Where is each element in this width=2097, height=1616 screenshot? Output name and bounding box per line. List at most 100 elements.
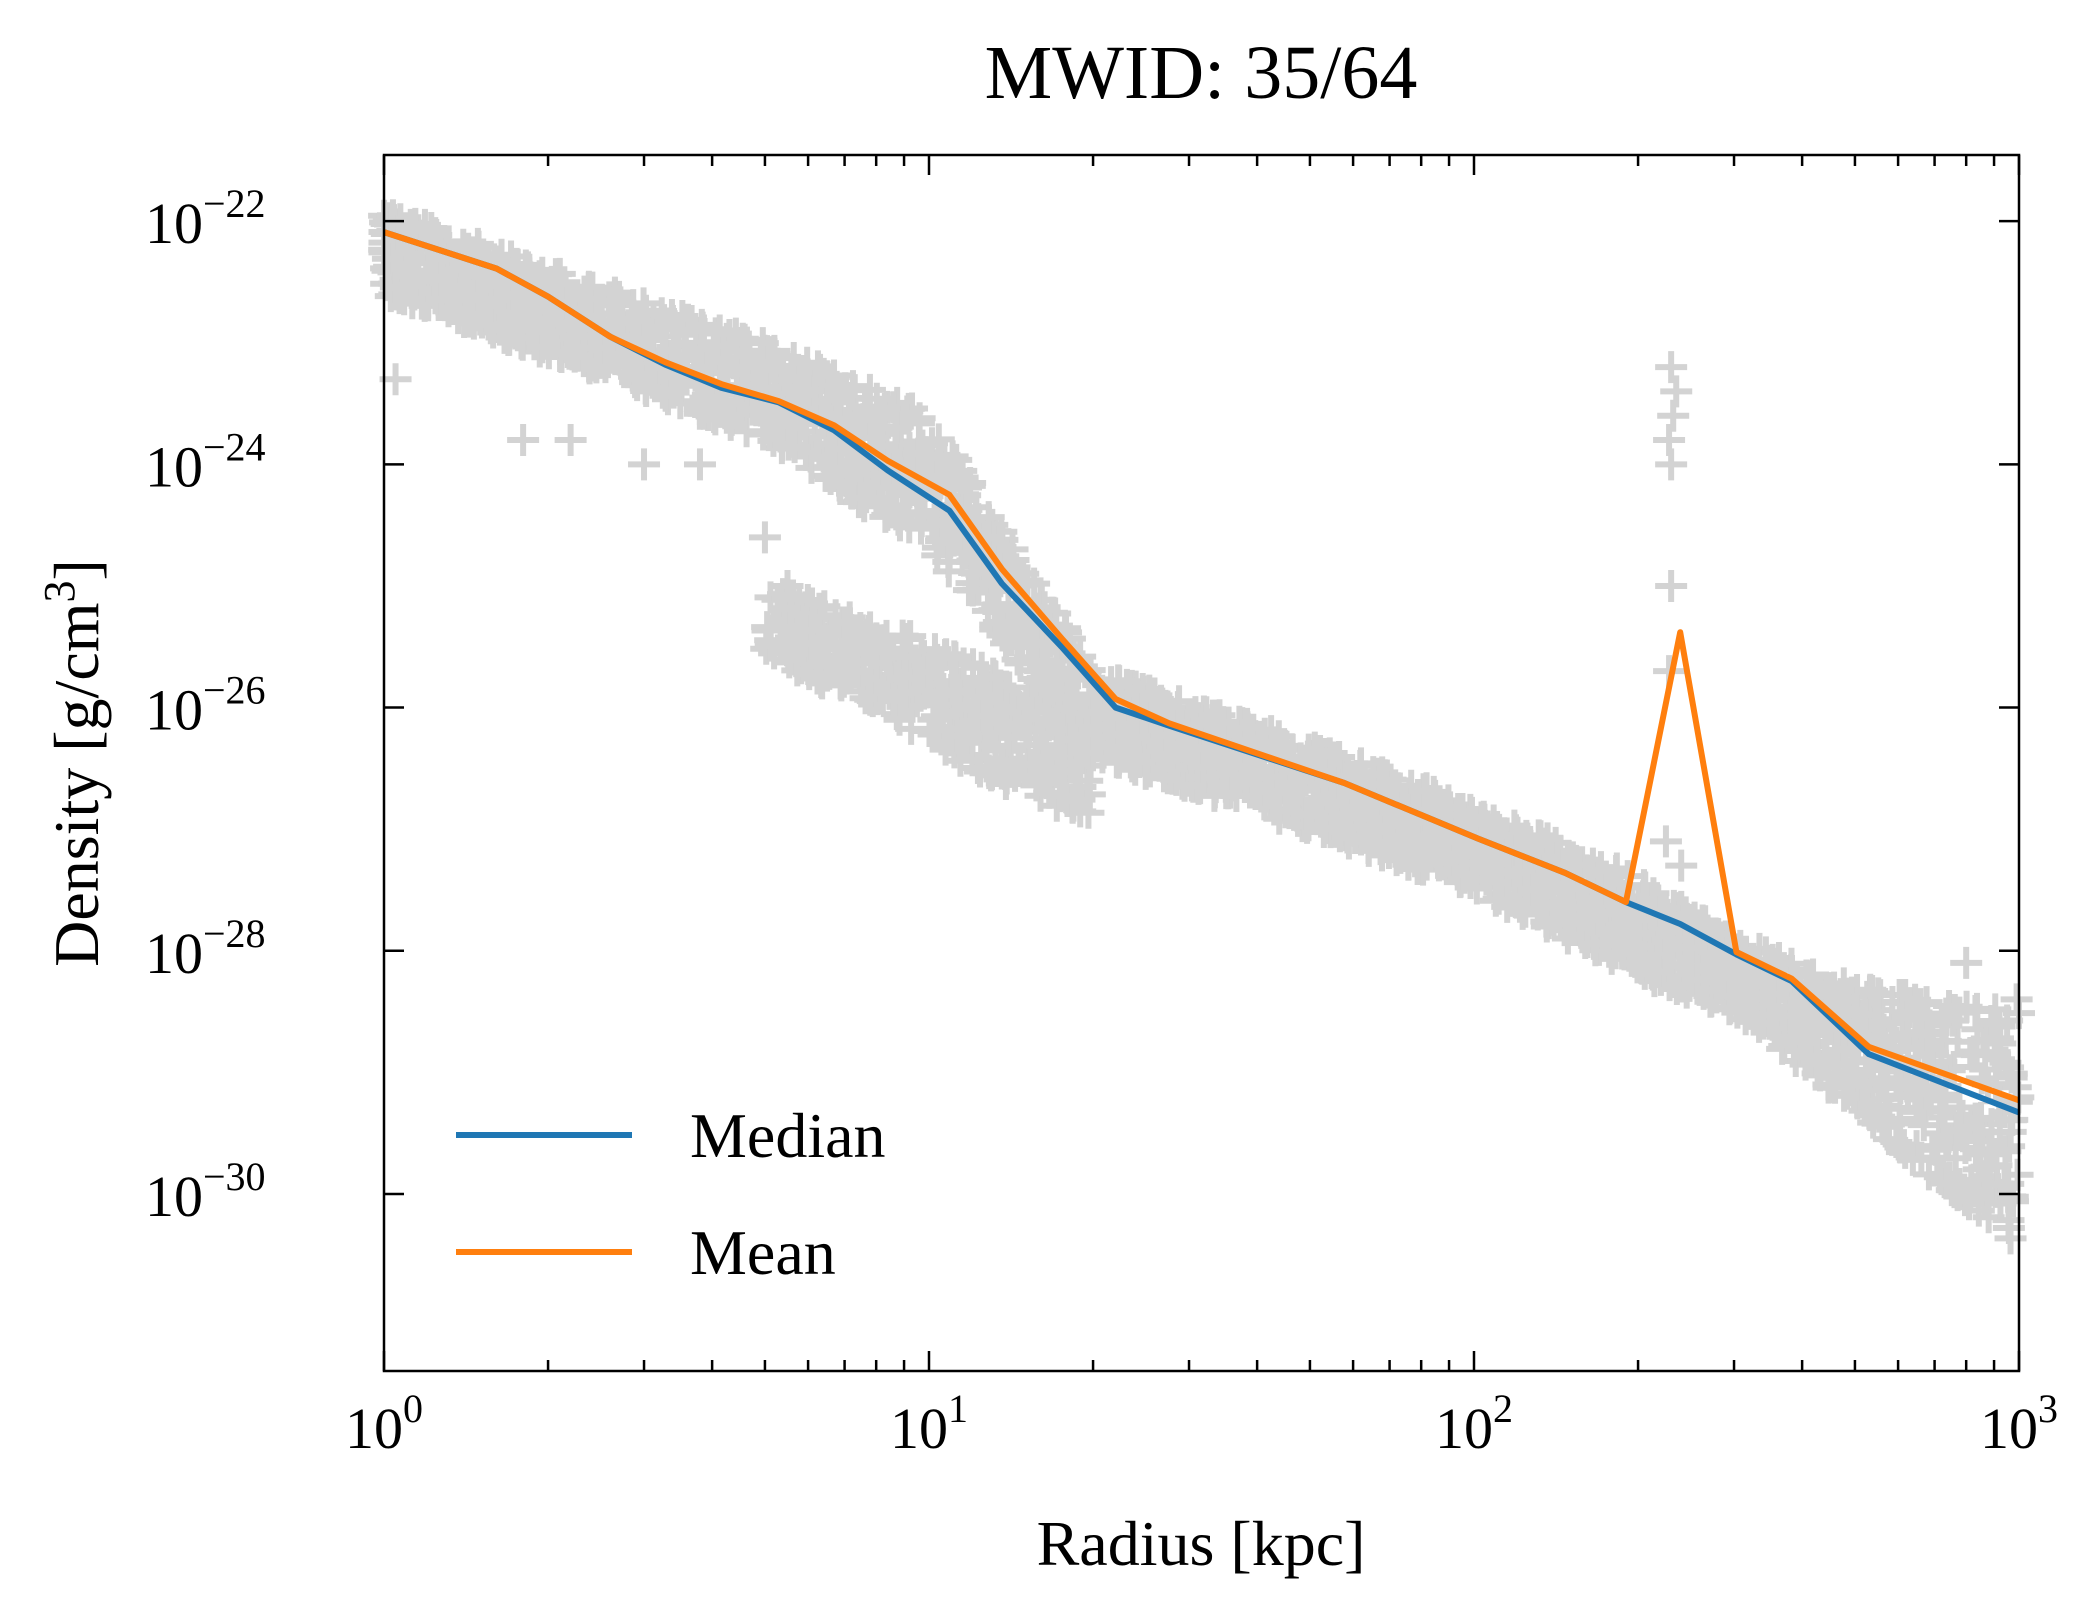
scatter-point [1344, 749, 1377, 782]
scatter-point [932, 545, 965, 578]
scatter-point [791, 346, 824, 379]
x-tick-label-base: 10 [890, 1396, 948, 1461]
scatter-point [502, 309, 535, 342]
scatter-point [1896, 1143, 1929, 1176]
scatter-point [948, 726, 981, 759]
scatter-point [1331, 821, 1364, 854]
scatter-point [694, 385, 727, 418]
scatter-point [790, 610, 823, 643]
scatter-point [689, 381, 722, 414]
scatter-point [1138, 677, 1171, 710]
scatter-point [967, 699, 1000, 732]
scatter-point [838, 647, 871, 680]
scatter-point [1355, 810, 1388, 843]
scatter-point [989, 706, 1022, 739]
scatter-point [1774, 999, 1807, 1032]
scatter-point [1383, 805, 1416, 838]
scatter-point [999, 759, 1032, 792]
scatter-point [733, 335, 766, 368]
scatter-point [813, 657, 846, 690]
scatter-point [1021, 763, 1054, 796]
scatter-point [1655, 569, 1688, 602]
scatter-point [919, 689, 952, 722]
scatter-point [1219, 750, 1252, 783]
scatter-point [1060, 681, 1093, 714]
scatter-point [687, 314, 720, 347]
scatter-point [810, 633, 843, 666]
scatter-points [368, 199, 2035, 1255]
scatter-point [880, 411, 913, 444]
scatter-point [1930, 1167, 1963, 1200]
scatter-point [421, 260, 454, 293]
y-tick-label-base: 10 [145, 921, 203, 986]
scatter-point [1657, 399, 1690, 432]
scatter-point [1327, 801, 1360, 834]
scatter-point [1862, 977, 1895, 1010]
scatter-point [683, 448, 716, 481]
scatter-point [892, 496, 925, 529]
scatter-point [1907, 1109, 1940, 1142]
scatter-point [1793, 1040, 1826, 1073]
y-tick-label-exponent: −28 [203, 911, 266, 956]
scatter-point [1665, 849, 1698, 882]
scatter-point [1739, 999, 1772, 1032]
scatter-point [1517, 873, 1550, 906]
legend-mean-label: Mean [690, 1217, 836, 1288]
scatter-point [602, 285, 635, 318]
scatter-point [1872, 1108, 1905, 1141]
scatter-point [1531, 822, 1564, 855]
scatter-point [669, 339, 702, 372]
scatter-point [553, 337, 586, 370]
legend-median-label: Median [690, 1100, 886, 1171]
scatter-point [756, 400, 789, 433]
scatter-point [866, 485, 899, 518]
scatter-point [1655, 351, 1688, 384]
scatter-point [1618, 903, 1651, 936]
scatter-point [1940, 1114, 1973, 1147]
x-tick-label: 102 [1435, 1386, 1513, 1461]
x-tick-label: 100 [345, 1386, 423, 1461]
x-tick-label-exponent: 1 [948, 1386, 968, 1431]
x-tick-label-exponent: 2 [1493, 1386, 1513, 1431]
scatter-point [1011, 564, 1044, 597]
scatter-point [507, 424, 540, 457]
scatter-point [1258, 726, 1291, 759]
y-axis-label-close: ] [41, 559, 112, 580]
scatter-point [719, 317, 752, 350]
scatter-point [792, 374, 825, 407]
scatter-point [1205, 745, 1238, 778]
scatter-point [453, 305, 486, 338]
series-lines [383, 229, 2021, 1116]
scatter-point [922, 423, 955, 456]
scatter-point [807, 440, 840, 473]
scatter-point [778, 627, 811, 660]
scatter-point [786, 379, 819, 412]
scatter-point [1470, 863, 1503, 896]
scatter-point [872, 490, 905, 523]
scatter-point [474, 290, 507, 323]
scatter-point [1627, 940, 1660, 973]
scatter-point [1071, 736, 1104, 769]
scatter-point [1255, 761, 1288, 794]
scatter-point [870, 636, 903, 669]
y-axis-label: Density [g/cm3] [35, 559, 112, 967]
x-tick-labels: 100 101 102 103 [345, 1386, 2058, 1461]
scatter-point [1912, 1158, 1945, 1191]
axis-ticks [382, 155, 2021, 1371]
scatter-point [828, 606, 861, 639]
scatter-point [1207, 706, 1240, 739]
scatter-point [513, 253, 546, 286]
scatter-point [795, 614, 828, 647]
scatter-point [751, 611, 784, 644]
scatter-point [371, 242, 404, 275]
scatter-point [1154, 742, 1187, 775]
scatter-point [1810, 1047, 1843, 1080]
scatter-point [1707, 953, 1740, 986]
scatter-point [462, 230, 495, 263]
scatter-point [850, 630, 883, 663]
x-tick-label-base: 10 [1980, 1396, 2038, 1461]
series-line-mean [383, 229, 2021, 1104]
y-tick-label: 10−22 [145, 181, 266, 256]
